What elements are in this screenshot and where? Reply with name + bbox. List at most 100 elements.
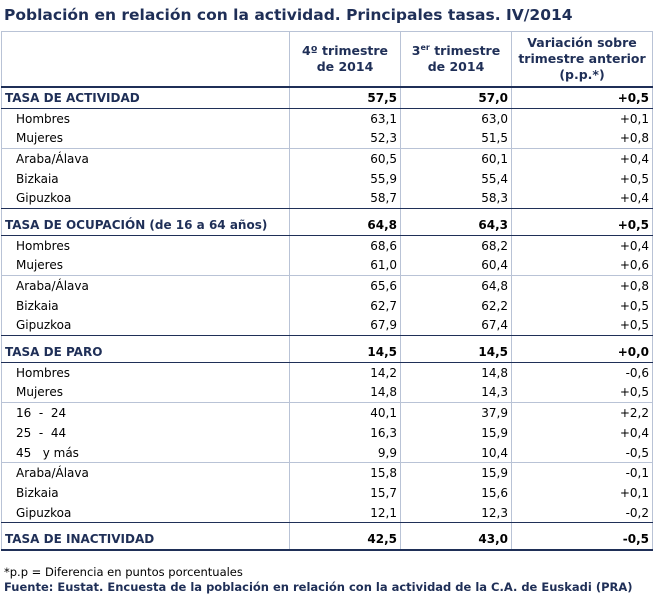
value-q4: 55,9 xyxy=(289,168,401,189)
footnote: *p.p = Diferencia en puntos porcentuales xyxy=(4,565,243,579)
value-variation: -0,1 xyxy=(511,462,653,484)
value-q4: 14,2 xyxy=(289,362,401,383)
header-q4-line2: de 2014 xyxy=(316,59,374,74)
header-row: 4º trimestre de 2014 3er trimestre de 20… xyxy=(1,31,653,88)
spacer-cell xyxy=(511,522,653,530)
breakdown-label: Gipuzkoa xyxy=(1,502,290,524)
breakdown-label: 45 y más xyxy=(1,442,290,464)
value-q4: 16,3 xyxy=(289,423,401,443)
value-q3: 62,2 xyxy=(400,295,512,316)
value-q3: 37,9 xyxy=(400,402,512,423)
header-q3-2014: 3er trimestre de 2014 xyxy=(400,31,512,88)
value-q4: 14,8 xyxy=(289,382,401,404)
breakdown-row: Gipuzkoa 67,9 67,4 +0,5 xyxy=(1,315,653,337)
source-line: Fuente: Eustat. Encuesta de la población… xyxy=(4,580,633,594)
breakdown-label: Araba/Álava xyxy=(1,275,290,296)
spacer-cell xyxy=(511,335,653,343)
value-variation: +0,8 xyxy=(511,128,653,150)
value-q4: 52,3 xyxy=(289,128,401,150)
breakdown-row: Bizkaia 15,7 15,6 +0,1 xyxy=(1,483,653,503)
breakdown-row: Hombres 63,1 63,0 +0,1 xyxy=(1,108,653,129)
breakdown-label: Bizkaia xyxy=(1,295,290,316)
spacer-row xyxy=(1,208,653,216)
rate-label: TASA DE INACTIVIDAD xyxy=(1,529,290,552)
value-q3: 68,2 xyxy=(400,235,512,256)
value-variation: -0,5 xyxy=(511,442,653,464)
breakdown-row: Mujeres 61,0 60,4 +0,6 xyxy=(1,255,653,277)
breakdown-label: Mujeres xyxy=(1,382,290,404)
breakdown-row: Gipuzkoa 58,7 58,3 +0,4 xyxy=(1,188,653,210)
value-q3: 60,1 xyxy=(400,148,512,169)
header-variation-line3: (p.p.*) xyxy=(559,67,605,82)
value-variation: -0,6 xyxy=(511,362,653,383)
value-variation: +0,5 xyxy=(511,315,653,337)
value-variation: +0,5 xyxy=(511,87,653,109)
value-q3: 12,3 xyxy=(400,502,512,524)
value-q3: 51,5 xyxy=(400,128,512,150)
breakdown-row: Gipuzkoa 12,1 12,3 -0,2 xyxy=(1,502,653,524)
breakdown-label: 16 - 24 xyxy=(1,402,290,423)
spacer-cell xyxy=(511,208,653,216)
spacer-row xyxy=(1,335,653,343)
value-variation: +0,8 xyxy=(511,275,653,296)
rate-label: TASA DE OCUPACIÓN (de 16 a 64 años) xyxy=(1,215,290,236)
header-q3-line2: de 2014 xyxy=(427,59,485,74)
value-variation: +0,5 xyxy=(511,168,653,189)
rate-total-row: TASA DE ACTIVIDAD 57,5 57,0 +0,5 xyxy=(1,87,653,109)
value-q4: 12,1 xyxy=(289,502,401,524)
header-variation-line1: Variación sobre xyxy=(527,35,637,50)
breakdown-label: Bizkaia xyxy=(1,168,290,189)
value-variation: +0,4 xyxy=(511,235,653,256)
spacer-row xyxy=(1,522,653,530)
breakdown-label: Bizkaia xyxy=(1,483,290,503)
value-variation: +0,4 xyxy=(511,423,653,443)
header-q3-line1: trimestre xyxy=(429,43,501,58)
table-title: Población en relación con la actividad. … xyxy=(4,6,573,24)
header-variation-line2: trimestre anterior xyxy=(518,51,646,66)
breakdown-row: Hombres 68,6 68,2 +0,4 xyxy=(1,235,653,256)
value-variation: +0,1 xyxy=(511,483,653,503)
value-variation: +0,0 xyxy=(511,342,653,363)
breakdown-label: Araba/Álava xyxy=(1,462,290,484)
header-q3-number: 3 xyxy=(411,43,421,58)
value-variation: -0,2 xyxy=(511,502,653,524)
breakdown-row: Bizkaia 55,9 55,4 +0,5 xyxy=(1,168,653,189)
value-variation: +0,5 xyxy=(511,295,653,316)
breakdown-label: Mujeres xyxy=(1,128,290,150)
breakdown-row: 25 - 44 16,3 15,9 +0,4 xyxy=(1,423,653,443)
value-q4: 57,5 xyxy=(289,87,401,109)
breakdown-label: Mujeres xyxy=(1,255,290,277)
breakdown-row: Araba/Álava 65,6 64,8 +0,8 xyxy=(1,275,653,296)
value-q4: 15,7 xyxy=(289,483,401,503)
value-q3: 57,0 xyxy=(400,87,512,109)
value-q4: 68,6 xyxy=(289,235,401,256)
value-q3: 14,3 xyxy=(400,382,512,404)
header-q4-2014: 4º trimestre de 2014 xyxy=(289,31,401,88)
value-q3: 10,4 xyxy=(400,442,512,464)
breakdown-row: Mujeres 14,8 14,3 +0,5 xyxy=(1,382,653,404)
value-q3: 60,4 xyxy=(400,255,512,277)
table-body: TASA DE ACTIVIDAD 57,5 57,0 +0,5 Hombres 63,1… xyxy=(1,87,653,552)
value-q4: 61,0 xyxy=(289,255,401,277)
value-q4: 62,7 xyxy=(289,295,401,316)
value-q3: 15,9 xyxy=(400,462,512,484)
value-variation: -0,5 xyxy=(511,529,653,552)
rate-total-row: TASA DE INACTIVIDAD 42,5 43,0 -0,5 xyxy=(1,529,653,552)
breakdown-row: Araba/Álava 60,5 60,1 +0,4 xyxy=(1,148,653,169)
breakdown-label: Araba/Álava xyxy=(1,148,290,169)
value-q4: 65,6 xyxy=(289,275,401,296)
header-q3-superscript: er xyxy=(420,42,430,52)
value-q3: 14,5 xyxy=(400,342,512,363)
value-variation: +0,1 xyxy=(511,108,653,129)
value-q3: 64,8 xyxy=(400,275,512,296)
breakdown-label: Gipuzkoa xyxy=(1,315,290,337)
value-q3: 14,8 xyxy=(400,362,512,383)
breakdown-label: Hombres xyxy=(1,108,290,129)
activity-rates-table: 4º trimestre de 2014 3er trimestre de 20… xyxy=(1,31,653,552)
value-q3: 64,3 xyxy=(400,215,512,236)
value-q4: 63,1 xyxy=(289,108,401,129)
value-q4: 60,5 xyxy=(289,148,401,169)
value-variation: +0,5 xyxy=(511,215,653,236)
rate-label: TASA DE PARO xyxy=(1,342,290,363)
breakdown-label: Hombres xyxy=(1,235,290,256)
